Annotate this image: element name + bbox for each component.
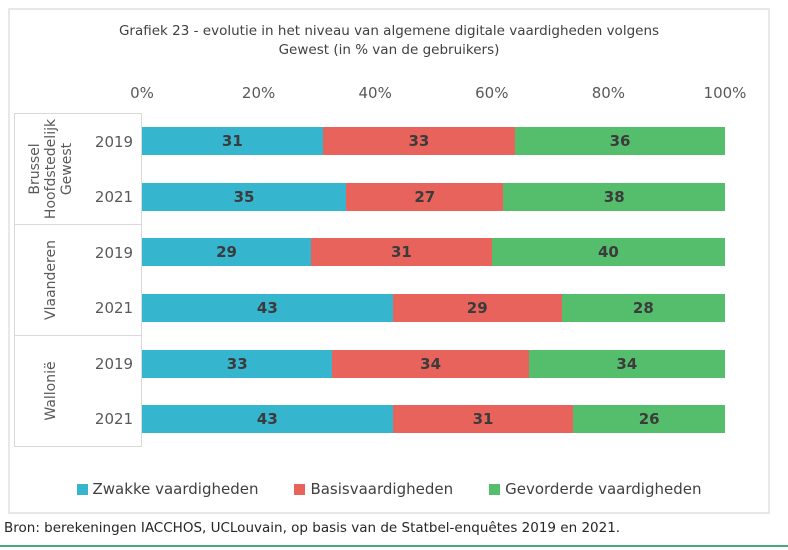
year-label: 2021 — [94, 298, 134, 317]
bar-segment: 33 — [142, 349, 333, 378]
bar-segment: 40 — [491, 238, 725, 267]
plot-area: 31 33 36 35 27 38 29 31 40 43 29 28 33 34 34 43 31 26 — [142, 113, 725, 447]
bar-segment: 43 — [142, 405, 393, 434]
bar-segment: 38 — [503, 182, 725, 211]
year-column: 2019 2021 — [87, 225, 141, 335]
year-label: 2019 — [94, 132, 134, 151]
bar-segment: 43 — [142, 293, 393, 322]
bar-segment: 29 — [142, 238, 312, 267]
year-label: 2019 — [94, 354, 134, 373]
bar-segment: 26 — [573, 405, 725, 434]
bar-segment: 27 — [346, 182, 504, 211]
bar-row: 43 29 28 — [142, 280, 725, 336]
bar-value-label: 31 — [390, 243, 412, 262]
year-label: 2019 — [94, 243, 134, 262]
bar-row: 29 31 40 — [142, 224, 725, 280]
bar-value-label: 28 — [632, 298, 654, 317]
bottom-rule — [0, 545, 788, 547]
bar-row: 35 27 38 — [142, 169, 725, 225]
bar-segment: 31 — [142, 126, 323, 155]
bar-row: 31 33 36 — [142, 113, 725, 169]
stacked-bar: 31 33 36 — [142, 126, 725, 155]
legend-label: Zwakke vaardigheden — [92, 480, 259, 498]
bar-row: 33 34 34 — [142, 336, 725, 392]
bar-value-label: 38 — [603, 187, 625, 206]
bar-value-label: 27 — [414, 187, 436, 206]
legend-swatch — [294, 483, 306, 495]
legend-label: Basisvaardigheden — [310, 480, 454, 498]
bar-value-label: 29 — [216, 243, 237, 262]
year-column: 2019 2021 — [87, 336, 141, 446]
bar-row: 43 31 26 — [142, 391, 725, 447]
region-label: Vlaanderen — [43, 240, 59, 320]
chart-title-line1: Grafiek 23 - evolutie in het niveau van … — [118, 23, 660, 39]
bar-segment: 34 — [528, 349, 725, 378]
region-label-cell: Vlaanderen — [15, 225, 87, 335]
bar-value-label: 34 — [420, 354, 442, 373]
region-label: Wallonië — [43, 361, 59, 421]
bar-segment: 31 — [311, 238, 492, 267]
x-axis-tick: 100% — [703, 84, 747, 102]
bar-segment: 29 — [392, 293, 562, 322]
chart-title-line2: Gewest (in % van de gebruikers) — [278, 42, 500, 58]
legend-swatch — [489, 483, 501, 495]
bar-value-label: 29 — [466, 298, 488, 317]
bar-value-label: 43 — [256, 410, 278, 429]
bar-value-label: 34 — [616, 354, 638, 373]
bar-value-label: 26 — [638, 410, 660, 429]
bar-segment: 36 — [515, 126, 725, 155]
bar-value-label: 33 — [408, 131, 430, 150]
chart-area: Grafiek 23 - evolutie in het niveau van … — [8, 8, 770, 514]
year-label: 2021 — [94, 187, 134, 206]
legend-item: Gevorderde vaardigheden — [489, 480, 701, 498]
legend-item: Zwakke vaardigheden — [76, 480, 259, 498]
x-axis-tick: 0% — [130, 84, 154, 102]
x-axis: 0% 20% 40% 60% 80% 100% — [10, 84, 768, 102]
year-label: 2021 — [94, 409, 134, 428]
legend: Zwakke vaardigheden Basisvaardigheden Gevo… — [10, 480, 768, 498]
stacked-bar: 43 31 26 — [142, 405, 725, 434]
stacked-bar: 35 27 38 — [142, 182, 725, 211]
bar-value-label: 40 — [597, 243, 619, 262]
legend-label: Gevorderde vaardigheden — [505, 480, 702, 498]
region-group: Brussel Hoofdstedelijk Gewest 2019 2021 — [15, 114, 141, 224]
legend-swatch — [76, 483, 88, 495]
source-note: Bron: berekeningen IACCHOS, UCLouvain, o… — [4, 520, 621, 536]
stacked-bar: 43 29 28 — [142, 293, 725, 322]
year-column: 2019 2021 — [87, 114, 141, 224]
x-axis-tick: 20% — [241, 84, 276, 102]
region-group: Wallonië 2019 2021 — [15, 335, 141, 446]
region-label-cell: Brussel Hoofdstedelijk Gewest — [15, 114, 87, 224]
bar-value-label: 43 — [256, 298, 278, 317]
bar-value-label: 31 — [472, 410, 494, 429]
x-axis-tick: 40% — [358, 84, 392, 102]
bar-value-label: 31 — [221, 131, 243, 150]
bar-segment: 33 — [322, 126, 516, 155]
x-axis-tick: 60% — [475, 84, 509, 102]
region-label: Brussel Hoofdstedelijk Gewest — [27, 118, 76, 220]
bar-segment: 35 — [142, 182, 347, 211]
legend-item: Basisvaardigheden — [294, 480, 453, 498]
chart-title: Grafiek 23 - evolutie in het niveau van … — [10, 22, 768, 60]
bar-segment: 28 — [561, 293, 725, 322]
region-label-cell: Wallonië — [15, 336, 87, 446]
bar-segment: 31 — [392, 405, 574, 434]
bar-value-label: 33 — [226, 354, 248, 373]
bar-segment: 34 — [332, 349, 529, 378]
bar-value-label: 36 — [609, 131, 631, 150]
stacked-bar: 29 31 40 — [142, 238, 725, 267]
bar-value-label: 35 — [233, 187, 255, 206]
stacked-bar: 33 34 34 — [142, 349, 725, 378]
category-axis: Brussel Hoofdstedelijk Gewest 2019 2021 Vla… — [14, 113, 142, 447]
x-axis-tick: 80% — [591, 84, 626, 102]
region-group: Vlaanderen 2019 2021 — [15, 224, 141, 335]
